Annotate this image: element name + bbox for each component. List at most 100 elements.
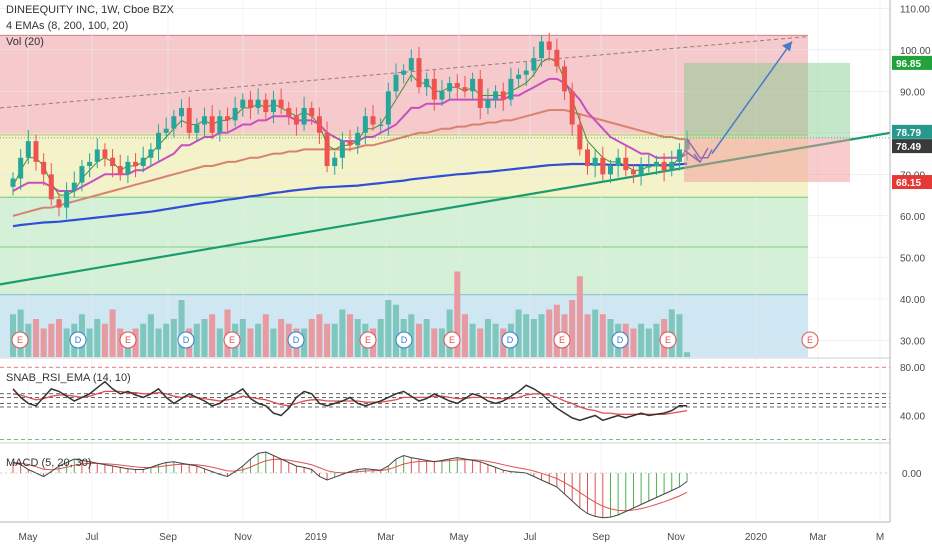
candle-body (554, 49, 560, 67)
candle-body (286, 107, 292, 117)
volume-bar (331, 323, 338, 357)
volume-bar (415, 323, 422, 357)
candle-body (470, 78, 476, 92)
candle-body (355, 132, 361, 146)
candle-body (600, 157, 606, 175)
chart-title: DINEEQUITY INC, 1W, Cboe BZX (6, 4, 174, 16)
candle-body (339, 141, 345, 158)
candle-body (607, 166, 613, 175)
volume-bar (40, 328, 47, 357)
candle-body (424, 78, 430, 88)
rsi-line (12, 380, 688, 422)
volume-bar (255, 323, 262, 357)
candle-body (255, 99, 261, 108)
candle-body (110, 157, 116, 167)
time-tick-label: Jul (86, 532, 99, 543)
candle-body (431, 78, 437, 100)
volume-bar (209, 314, 216, 357)
volume-bar (101, 323, 108, 357)
candle-body (209, 116, 215, 133)
candle-body (493, 91, 499, 100)
volume-bar (140, 323, 147, 357)
time-tick-label: May (450, 532, 469, 543)
price-tag-box (892, 55, 932, 70)
event-marker-earnings (223, 331, 241, 349)
rsi-ema-line (12, 390, 688, 415)
candle-body (585, 149, 590, 167)
macd-signal-line (12, 458, 688, 512)
volume-bar (393, 304, 399, 357)
volume-bar (576, 276, 583, 357)
price-tag-box (892, 139, 932, 154)
volume-bar (178, 300, 185, 357)
volume-bar (316, 314, 323, 357)
candle-body (416, 58, 422, 88)
candle-body (156, 132, 162, 150)
volume-bar (454, 271, 461, 357)
candle-body (362, 116, 368, 133)
price-tick-label: 100.00 (900, 46, 931, 57)
stop-zone (684, 137, 850, 183)
volume-bar (94, 319, 101, 357)
event-label: D (183, 335, 190, 345)
candle-body (270, 99, 276, 113)
candle-body (79, 166, 85, 183)
volume-bar (553, 304, 560, 357)
candle-body (41, 161, 47, 175)
volume-bar (86, 328, 93, 357)
event-label: E (125, 335, 131, 345)
event-label: D (75, 335, 82, 345)
candle-body (462, 87, 468, 92)
volume-bar (247, 328, 254, 357)
candle-body (378, 124, 384, 127)
candle-body (332, 157, 338, 167)
event-label: E (229, 335, 235, 345)
candle-body (232, 107, 238, 121)
price-tag-label: 96.85 (896, 59, 921, 70)
target-zone (684, 62, 850, 138)
volume-bar (515, 309, 522, 357)
volume-bar (676, 314, 683, 357)
volume-bar (270, 328, 277, 357)
upper-dashed-trendline (0, 36, 809, 109)
volume-bar (438, 328, 445, 357)
candle-body (508, 78, 514, 100)
candle-body (454, 83, 460, 88)
candle-body (56, 199, 62, 208)
candle-body (263, 99, 269, 113)
candles (10, 32, 690, 219)
candle-body (408, 58, 414, 71)
volume-bar (492, 323, 499, 357)
event-marker-dividend (69, 331, 87, 349)
volume-bar (308, 319, 315, 357)
candle-body (18, 157, 24, 179)
candle-body (385, 91, 391, 125)
candle-body (301, 107, 307, 125)
time-tick-label: 2020 (745, 532, 768, 543)
candle-body (630, 170, 636, 175)
candle-body (370, 116, 376, 125)
price-tag-box (892, 175, 932, 190)
volume-bar (193, 323, 200, 357)
projection-zone (0, 41, 890, 183)
candle-body (240, 99, 246, 108)
candle-body (102, 149, 108, 158)
price-tag-label: 68.15 (896, 178, 921, 189)
event-label: E (665, 335, 671, 345)
volume-bar (592, 309, 599, 357)
candle-body (179, 107, 185, 117)
candle-body (646, 166, 652, 168)
volume-bar (48, 323, 55, 357)
candle-body (202, 116, 207, 125)
ema-200-line (12, 162, 688, 228)
volume-bar (239, 319, 246, 357)
candle-body (539, 41, 545, 59)
time-tick-label: Mar (377, 532, 395, 543)
volume-bar (546, 309, 553, 357)
candle-body (247, 99, 253, 108)
volume-bar (638, 323, 645, 357)
volume-bar (32, 319, 39, 357)
candle-body (523, 70, 529, 75)
candle-body (94, 149, 100, 162)
price-tick-label: 30.00 (900, 336, 925, 347)
